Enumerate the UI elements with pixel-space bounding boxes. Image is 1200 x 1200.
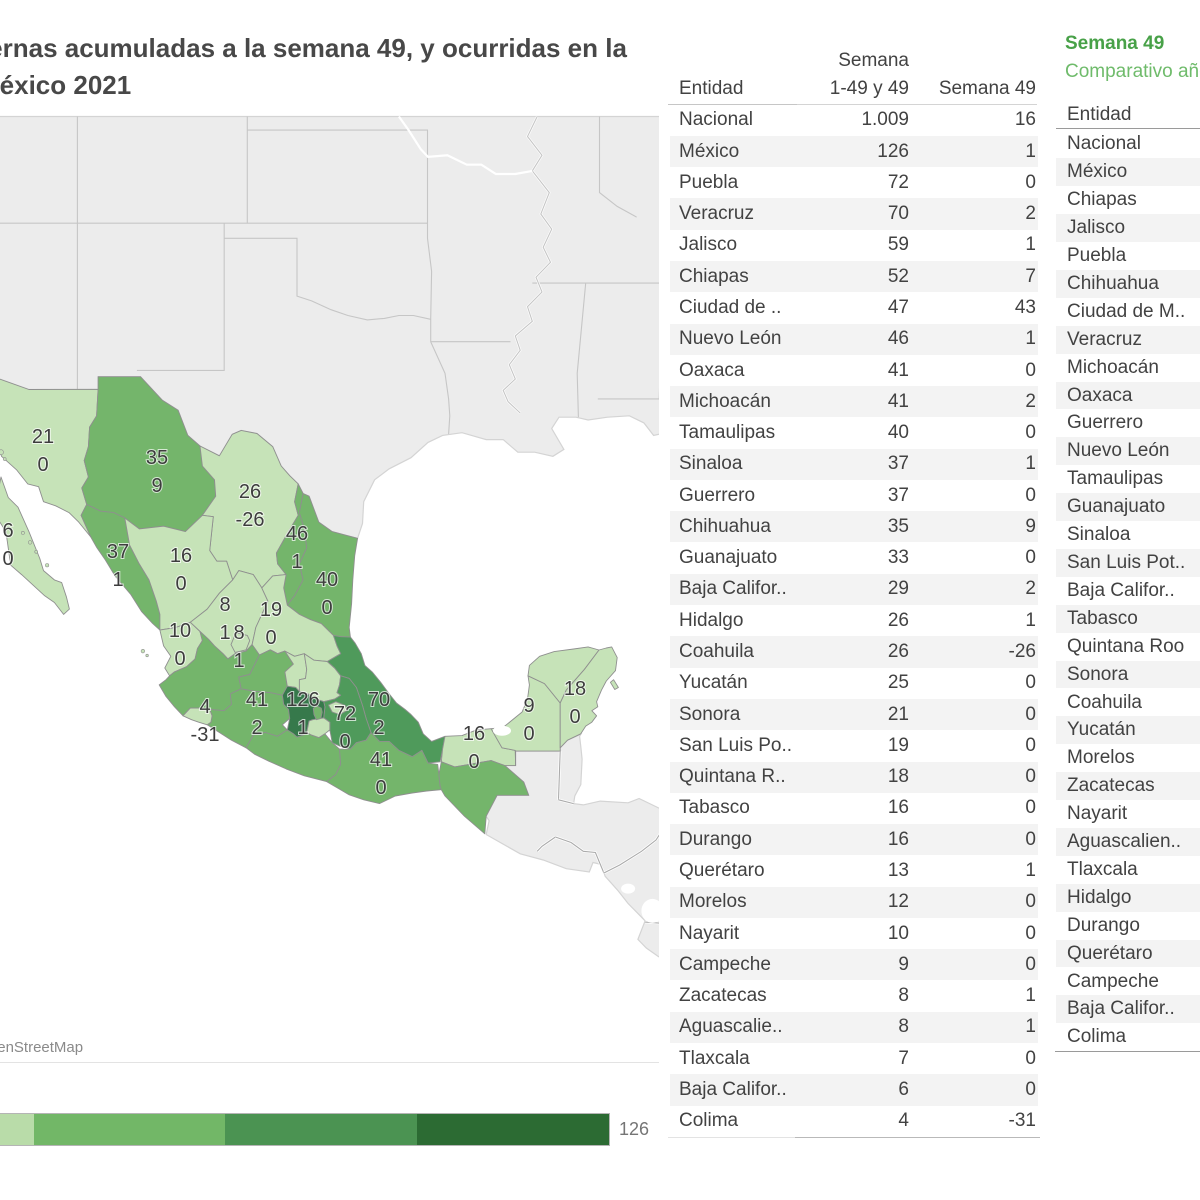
svg-text:0: 0: [569, 706, 580, 728]
svg-text:9: 9: [151, 475, 162, 497]
svg-text:26: 26: [239, 481, 261, 503]
svg-text:0: 0: [2, 548, 13, 570]
svg-text:1: 1: [297, 717, 308, 739]
svg-text:18: 18: [564, 678, 586, 700]
svg-text:-31: -31: [191, 724, 220, 746]
svg-text:0: 0: [339, 731, 350, 753]
svg-text:35: 35: [146, 447, 168, 469]
svg-text:0: 0: [37, 454, 48, 476]
svg-text:8: 8: [233, 622, 244, 644]
svg-text:40: 40: [316, 569, 338, 591]
svg-text:46: 46: [286, 523, 308, 545]
svg-text:8: 8: [219, 594, 230, 616]
svg-text:1: 1: [219, 622, 230, 644]
svg-text:0: 0: [265, 627, 276, 649]
svg-text:10: 10: [169, 620, 191, 642]
svg-text:19: 19: [260, 599, 282, 621]
svg-text:41: 41: [370, 749, 392, 771]
svg-text:41: 41: [246, 689, 268, 711]
svg-text:1: 1: [112, 569, 123, 591]
svg-text:0: 0: [375, 777, 386, 799]
svg-text:21: 21: [32, 426, 54, 448]
svg-text:4: 4: [199, 696, 210, 718]
svg-text:0: 0: [175, 573, 186, 595]
svg-text:0: 0: [468, 751, 479, 773]
svg-text:0: 0: [523, 723, 534, 745]
svg-text:16: 16: [463, 723, 485, 745]
svg-text:0: 0: [321, 597, 332, 619]
svg-text:16: 16: [170, 545, 192, 567]
svg-text:37: 37: [107, 541, 129, 563]
svg-text:1: 1: [291, 551, 302, 573]
svg-text:70: 70: [368, 689, 390, 711]
svg-text:-26: -26: [236, 509, 265, 531]
svg-text:72: 72: [334, 703, 356, 725]
svg-text:126: 126: [286, 689, 319, 711]
svg-text:2: 2: [373, 717, 384, 739]
svg-text:2: 2: [251, 717, 262, 739]
svg-text:9: 9: [523, 695, 534, 717]
svg-text:© OpenStreetMap: © OpenStreetMap: [0, 1039, 83, 1056]
svg-text:0: 0: [174, 648, 185, 670]
svg-text:6: 6: [2, 520, 13, 542]
svg-text:1: 1: [233, 650, 244, 672]
